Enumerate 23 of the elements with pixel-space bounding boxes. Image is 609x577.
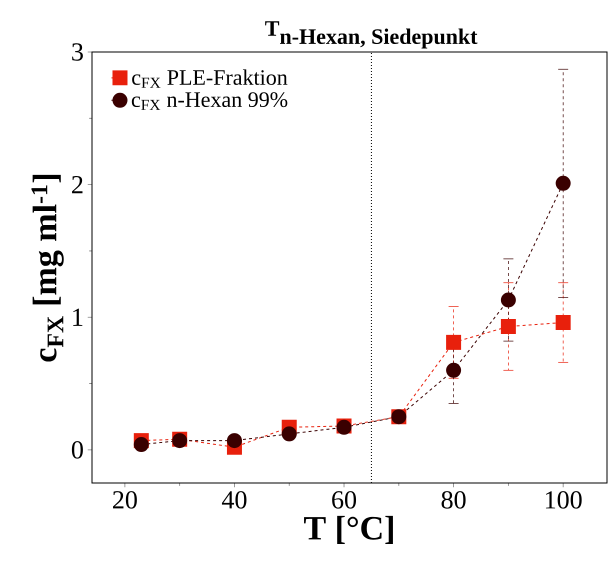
ref-line-label: $\mathbf{T}_{\mbox{\bfseries n-Hexan, Siedepunkt}}$ — [265, 21, 478, 49]
x-tick-label: 80 — [442, 491, 466, 509]
y-tick-label: 3 — [72, 43, 83, 61]
x-tick-label: 20 — [113, 491, 137, 509]
x-tick-label: 60 — [332, 491, 356, 509]
point — [446, 362, 462, 378]
y-tick-label: 2 — [72, 176, 82, 194]
y-tick-label: 1 — [73, 308, 82, 326]
point — [500, 319, 516, 334]
x-tick-label: 40 — [222, 491, 246, 509]
y-axis-title: c$_{FX}$ [mg ml$^{-1}$] — [31, 174, 64, 362]
point — [556, 176, 571, 191]
y-tick-label: 0 — [72, 441, 83, 459]
point — [500, 292, 516, 308]
point — [134, 437, 149, 452]
x-axis-title: T [°C] — [304, 516, 393, 544]
point — [282, 426, 297, 442]
legend-label: c$_{FX}$ PLE-Fraktion — [132, 69, 288, 88]
x-tick-label: 100 — [546, 491, 582, 509]
legend-label: c$_{FX}$ n-Hexan 99% — [132, 92, 288, 110]
point — [556, 315, 571, 330]
point — [446, 334, 462, 350]
point — [226, 433, 242, 448]
